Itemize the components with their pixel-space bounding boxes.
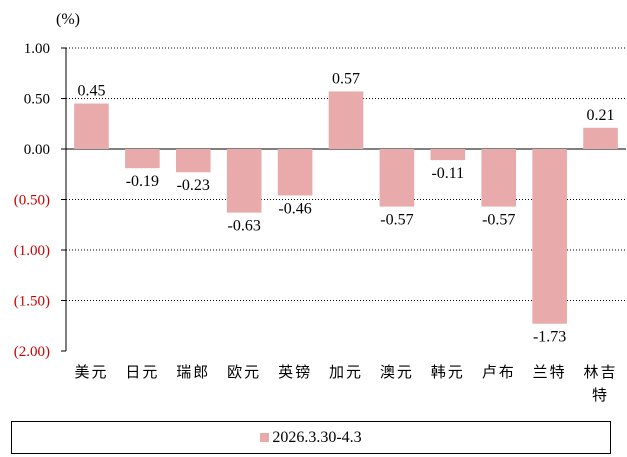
bar-chart: (%) 1.00 0.50 0.00 (0.50) (1.00) (1.50) (2.00)… [14, 11, 626, 404]
x-category-label: 日元 [125, 365, 159, 381]
legend: 2026.3.30-4.3 [11, 421, 611, 454]
bar [328, 91, 364, 149]
data-label: 0.21 [587, 107, 615, 124]
bar [481, 149, 517, 207]
y-tick-labels: 1.00 0.50 0.00 (0.50) (1.00) (1.50) (2.00) [14, 41, 50, 360]
y-tick-label: 0.00 [24, 142, 50, 158]
x-category-label: 韩元 [431, 364, 465, 381]
x-category-label: 加元 [329, 364, 363, 381]
data-labels: 0.45 -0.19 -0.23 -0.63 -0.46 0.57 -0.57 -0.11 -0… [77, 70, 614, 345]
data-label: -1.73 [533, 329, 566, 346]
data-label: -0.57 [482, 212, 515, 229]
x-category-label: 兰特 [533, 364, 567, 381]
data-label: 0.45 [77, 83, 105, 100]
y-tick-label: (1.50) [14, 294, 50, 310]
x-category-label: 特 [592, 387, 609, 404]
data-label: 0.57 [332, 70, 360, 87]
bars [74, 91, 618, 324]
legend-label: 2026.3.30-4.3 [272, 428, 362, 446]
x-category-label: 英镑 [278, 363, 312, 381]
bar [583, 127, 618, 149]
bar [277, 149, 313, 196]
data-label: -0.63 [228, 218, 261, 235]
x-category-label: 澳元 [380, 364, 414, 381]
y-tick-label: (0.50) [14, 193, 50, 209]
y-tick-label: (2.00) [14, 344, 50, 360]
x-category-label: 林吉 [584, 364, 618, 381]
data-label: -0.11 [431, 165, 464, 182]
data-label: -0.57 [380, 212, 413, 229]
x-category-label: 卢布 [482, 364, 516, 381]
bar [125, 149, 160, 169]
legend-swatch [260, 433, 270, 442]
x-category-label: 瑞郎 [176, 364, 210, 381]
y-unit-label: (%) [56, 11, 80, 28]
x-category-labels: 美元 日元 瑞郎 欧元 英镑 加元 澳元 韩元 卢布 兰特 林吉特 [74, 363, 618, 404]
data-label: -0.19 [126, 173, 159, 190]
bar [175, 149, 211, 173]
data-label: -0.23 [177, 177, 210, 194]
bar [379, 149, 415, 207]
x-category-label: 美元 [74, 364, 108, 381]
bar [226, 149, 262, 213]
data-label: -0.46 [278, 200, 311, 217]
x-category-label: 欧元 [227, 364, 261, 381]
y-tick-label: 0.50 [24, 92, 50, 108]
y-axis [61, 47, 67, 352]
bar [430, 149, 466, 161]
y-tick-label: 1.00 [24, 41, 50, 57]
bar [532, 149, 567, 324]
bar [74, 103, 109, 149]
y-tick-label: (1.00) [14, 243, 50, 259]
